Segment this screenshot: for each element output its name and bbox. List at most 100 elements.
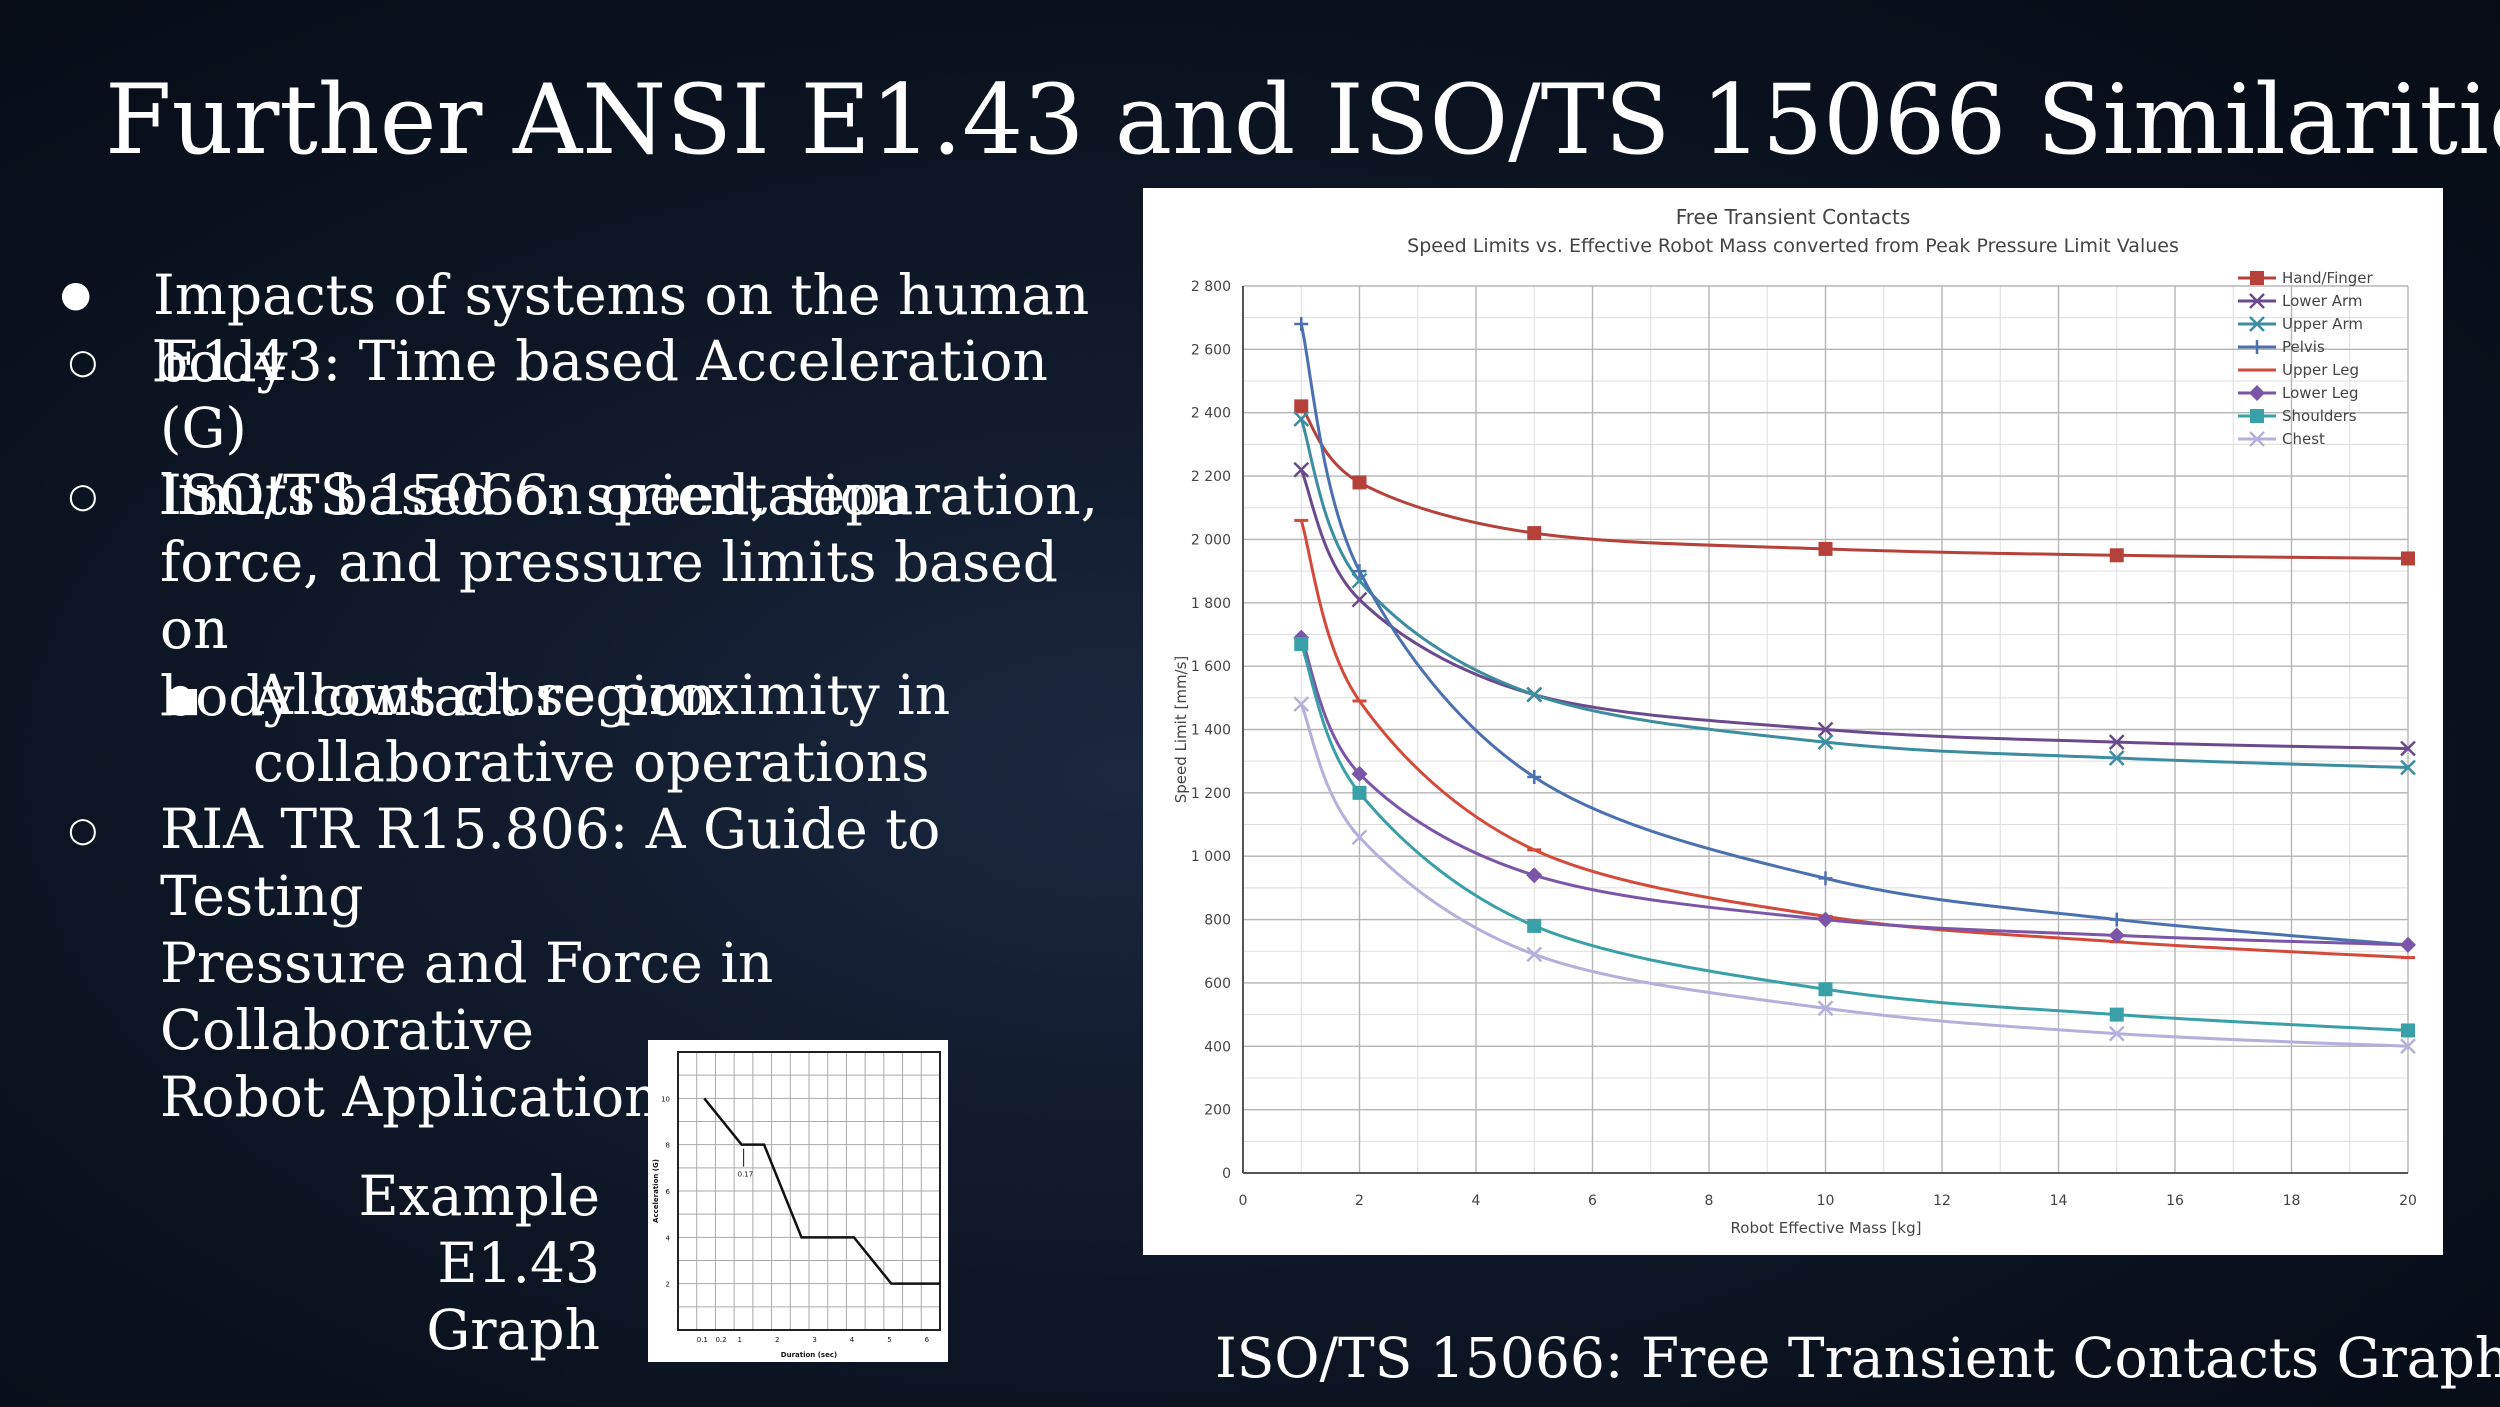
series-line <box>1299 637 2409 947</box>
x-axis-label: Duration (sec) <box>781 1351 837 1359</box>
bullet-text: ISO/TS 15066: speed, separation, force, … <box>160 463 1099 728</box>
example-caption: Example E1.43 Graph <box>358 1164 600 1362</box>
legend-label: Pelvis <box>2282 338 2325 356</box>
data-point <box>1526 867 1543 884</box>
data-point <box>1527 770 1542 785</box>
y-tick-label: 1 000 <box>1191 849 1231 865</box>
acceleration-line <box>703 1097 940 1285</box>
plot-frame <box>677 1051 941 1331</box>
x-tick-label: 0.2 <box>715 1336 726 1344</box>
y-tick-label: 2 600 <box>1191 342 1231 358</box>
y-tick-label: 0 <box>1222 1166 1231 1182</box>
y-tick-label: 1 200 <box>1191 786 1231 802</box>
legend-marker <box>2250 271 2264 285</box>
bullet-marker: ○ <box>68 810 98 850</box>
x-tick-label: 2 <box>1355 1193 1364 1209</box>
legend-marker <box>2250 340 2264 354</box>
x-tick-label: 2 <box>775 1336 779 1344</box>
x-tick-label: 16 <box>2166 1193 2184 1209</box>
y-tick-label: 600 <box>1204 976 1231 992</box>
series-line <box>1299 418 2409 770</box>
data-point <box>1526 686 1543 703</box>
data-point <box>1293 461 1310 478</box>
bullet-marker: ○ <box>68 342 98 382</box>
e143-acceleration-chart: 0.17 2 4 6 8 10 0.1 0.2 1 2 3 4 5 6 Duration (sec) Acce… <box>652 1051 941 1359</box>
x-tick-label: 18 <box>2283 1193 2301 1209</box>
data-point <box>2109 548 2124 563</box>
y-tick-label: 1 600 <box>1191 659 1231 675</box>
data-point <box>2401 1023 2415 1038</box>
data-point <box>2108 734 2125 751</box>
y-tick-label: 2 800 <box>1191 279 1231 295</box>
x-tick-label: 6 <box>1588 1193 1597 1209</box>
data-point <box>1818 871 1833 886</box>
legend-marker <box>2250 409 2264 423</box>
free-transient-contacts-chart: Free Transient Contacts Speed Limits vs. … <box>1172 205 2417 1237</box>
data-point <box>1526 946 1543 963</box>
series-line <box>1300 405 2409 560</box>
data-point <box>1817 721 1834 738</box>
data-point <box>1352 564 1367 579</box>
data-point <box>2400 740 2416 757</box>
x-tick-label: 0 <box>1239 1193 1248 1209</box>
data-point <box>1818 982 1833 997</box>
y-tick-label: 2 200 <box>1191 469 1231 485</box>
series-line <box>1299 323 2409 947</box>
annotation-label: 0.17 <box>738 1171 754 1179</box>
data-point <box>1351 829 1368 846</box>
data-point <box>1294 636 1309 651</box>
y-tick-label: 2 000 <box>1191 532 1231 548</box>
data-point <box>1294 317 1309 332</box>
chart-subtitle: Speed Limits vs. Effective Robot Mass co… <box>1407 235 2179 257</box>
x-tick-label: 3 <box>812 1336 816 1344</box>
iso-graph-caption: ISO/TS 15066: Free Transient Contacts Gr… <box>1215 1326 2500 1390</box>
x-tick-label: 14 <box>2050 1193 2068 1209</box>
y-tick-label: 400 <box>1204 1039 1231 1055</box>
y-tick-label: 10 <box>661 1095 670 1103</box>
x-tick-label: 4 <box>1472 1193 1481 1209</box>
y-tick-label: 6 <box>666 1188 671 1196</box>
data-point <box>1527 918 1542 933</box>
y-tick-label: 1 400 <box>1191 723 1231 739</box>
bullet-text: Allows close proximity in collaborative … <box>253 663 951 794</box>
legend-marker <box>2249 385 2265 401</box>
data-point <box>2108 927 2125 944</box>
bullet-marker: ○ <box>68 476 98 516</box>
x-tick-label: 4 <box>850 1336 855 1344</box>
data-point <box>1351 572 1368 589</box>
data-point <box>2108 1025 2125 1042</box>
data-point <box>1527 526 1542 541</box>
series-line <box>1299 519 2409 960</box>
data-point <box>1352 785 1367 800</box>
x-tick-label: 0.1 <box>697 1336 708 1344</box>
data-point <box>2401 551 2415 566</box>
data-point <box>2108 750 2125 766</box>
legend-marker <box>2249 293 2265 309</box>
y-tick-label: 2 <box>666 1281 670 1289</box>
data-point <box>1817 911 1834 928</box>
series-line <box>1299 643 2409 1032</box>
legend-marker <box>2249 431 2265 447</box>
legend-label: Chest <box>2282 430 2325 448</box>
x-tick-label: 8 <box>1705 1193 1714 1209</box>
legend-label: Lower Leg <box>2282 384 2359 402</box>
x-tick-label: 5 <box>887 1336 891 1344</box>
series-line <box>1299 469 2409 751</box>
data-point <box>1817 1000 1834 1017</box>
data-point <box>2400 936 2416 953</box>
data-point <box>2400 759 2416 776</box>
data-point <box>1352 475 1367 490</box>
data-point <box>1293 696 1310 713</box>
y-tick-label: 8 <box>666 1142 670 1150</box>
y-tick-label: 200 <box>1204 1103 1231 1119</box>
data-point <box>1293 411 1310 427</box>
y-axis-label: Speed Limit [mm/s] <box>1172 656 1190 804</box>
x-tick-label: 12 <box>1933 1193 1951 1209</box>
bullet-text: RIA TR R15.806: A Guide to Testing Press… <box>160 797 941 1129</box>
x-tick-label: 1 <box>738 1336 742 1344</box>
bullet-marker: ● <box>60 274 92 315</box>
slide-title: Further ANSI E1.43 and ISO/TS 15066 Simi… <box>105 64 2500 176</box>
legend-marker <box>2249 316 2265 332</box>
legend-label: Hand/Finger <box>2282 269 2374 287</box>
x-axis-label: Robot Effective Mass [kg] <box>1731 1219 1922 1237</box>
